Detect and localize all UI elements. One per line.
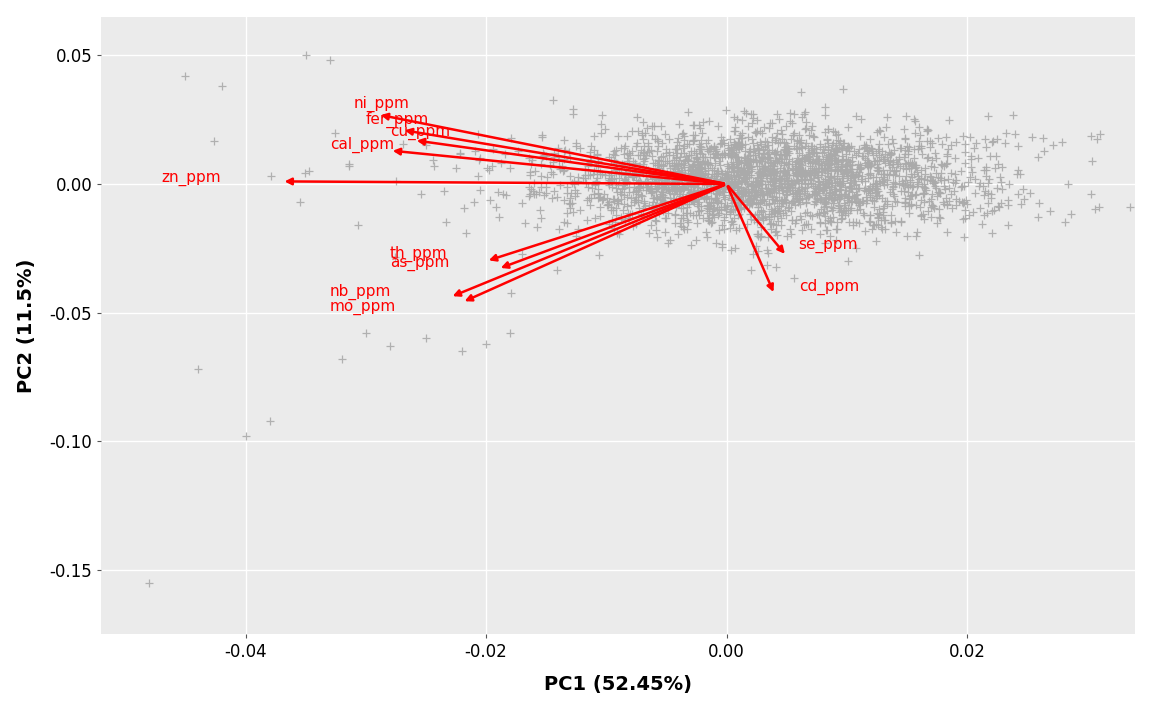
Text: cd_ppm: cd_ppm [798, 279, 859, 295]
Text: cal_ppm: cal_ppm [329, 137, 394, 154]
Text: fer_ppm: fer_ppm [366, 112, 429, 128]
Text: as_ppm: as_ppm [389, 256, 449, 272]
Text: mo_ppm: mo_ppm [329, 300, 396, 315]
Text: cu_ppm: cu_ppm [389, 125, 450, 140]
Text: ni_ppm: ni_ppm [354, 96, 410, 112]
Text: th_ppm: th_ppm [389, 245, 447, 262]
Text: se_ppm: se_ppm [798, 238, 858, 253]
Text: nb_ppm: nb_ppm [329, 284, 392, 300]
X-axis label: PC1 (52.45%): PC1 (52.45%) [545, 675, 692, 695]
Text: zn_ppm: zn_ppm [161, 171, 221, 186]
Y-axis label: PC2 (11.5%): PC2 (11.5%) [16, 258, 36, 392]
